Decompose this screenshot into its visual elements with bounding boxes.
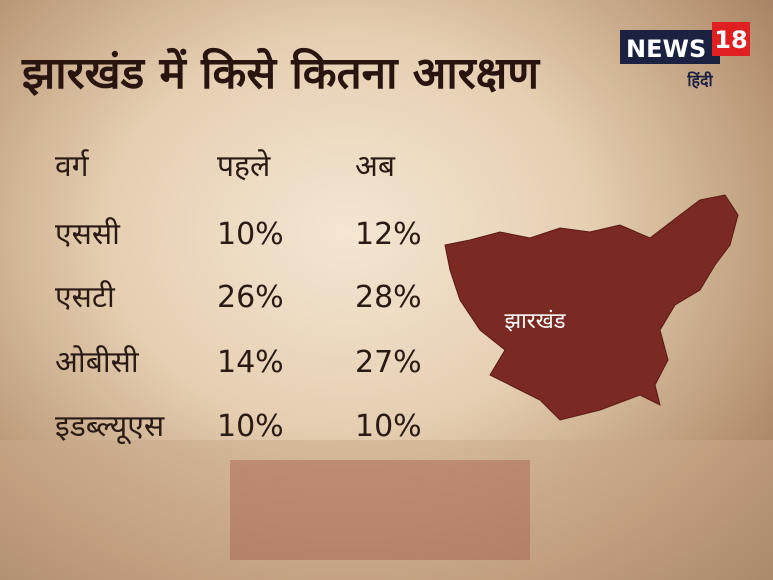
table: वर्ग पहले अब एससी 10% 12% एसटी 26% 28% ओबीसी 14% 27…: [55, 149, 422, 445]
map-label: झारखंड: [504, 309, 565, 334]
logo-number: 18: [714, 26, 747, 54]
cell: 12%: [355, 217, 422, 252]
cell: 27%: [355, 345, 422, 380]
row-label: इडब्ल्यूएस: [55, 409, 165, 445]
jharkhand-map: [444, 194, 739, 421]
cell: 14%: [217, 345, 284, 380]
column-header: अब: [355, 149, 396, 184]
cell: 10%: [355, 409, 422, 444]
cell: 10%: [217, 409, 284, 444]
building: [230, 460, 530, 560]
row-label: एसटी: [55, 280, 116, 315]
row-label: एससी: [55, 217, 121, 252]
logo-number-box: [712, 22, 750, 56]
row-label: ओबीसी: [55, 345, 140, 380]
cell: 26%: [217, 280, 284, 315]
logo-box: [620, 30, 720, 64]
column-header: वर्ग: [55, 149, 90, 184]
title: झारखंड में किसे कितना आरक्षण: [21, 47, 541, 99]
column-header: पहले: [217, 149, 271, 184]
logo-language: हिंदी: [686, 71, 713, 90]
building-backdrop: [0, 440, 773, 580]
cell: 10%: [217, 217, 284, 252]
logo-brand: NEWS: [626, 35, 706, 63]
cell: 28%: [355, 280, 422, 315]
